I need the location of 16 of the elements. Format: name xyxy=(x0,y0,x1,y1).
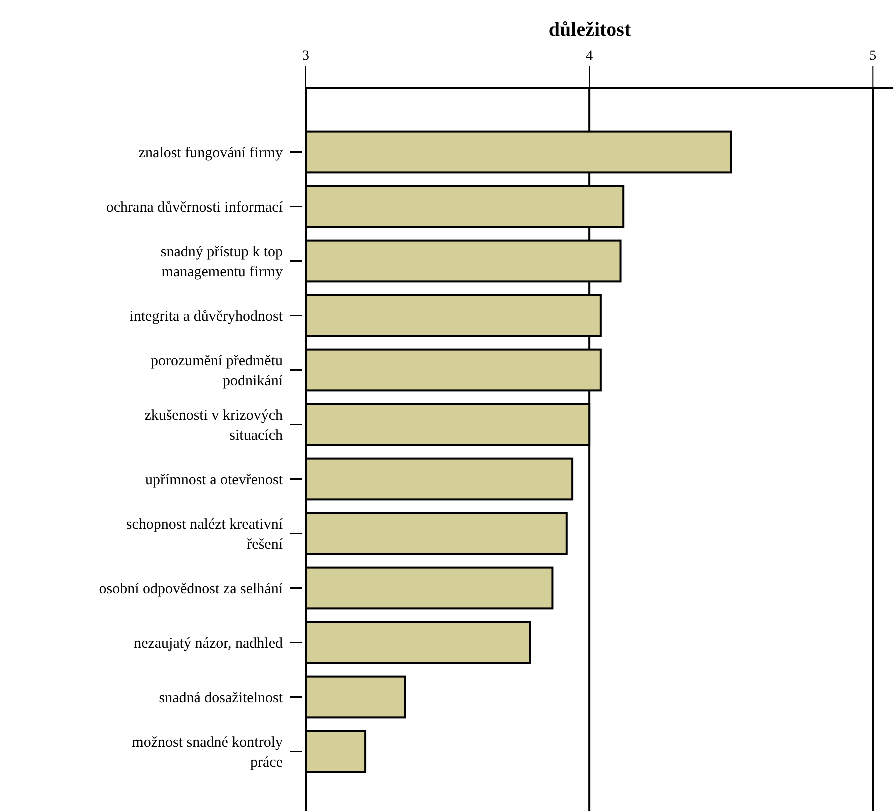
y-tick-label: možnost snadné kontroly práce xyxy=(132,734,284,771)
y-tick-label: schopnost nalézt kreativní řešení xyxy=(126,516,284,553)
x-tick-label: 4 xyxy=(586,49,594,64)
y-tick-label: nezaujatý názor, nadhled xyxy=(134,636,284,652)
y-tick-label: osobní odpovědnost za selhání xyxy=(99,581,284,598)
y-tick-label: ochrana důvěrnosti informací xyxy=(106,200,284,216)
y-tick-label: porozumění předmětu podnikání xyxy=(150,353,284,390)
y-tick-label: zkušenosti v krizových situacích xyxy=(144,408,284,444)
y-tick-label: snadný přístup k top managementu firmy xyxy=(160,244,284,280)
x-tick-label: 5 xyxy=(870,49,877,64)
y-tick-label: integrita a důvěryhodnost xyxy=(130,308,284,325)
y-tick-label: snadná dosažitelnost xyxy=(159,690,284,706)
y-tick-label: upřímnost a otevřenost xyxy=(146,472,284,488)
chart-title: důležitost xyxy=(548,19,632,41)
x-tick-label: 3 xyxy=(302,49,310,64)
y-tick-label: znalost fungování firmy xyxy=(138,145,284,162)
